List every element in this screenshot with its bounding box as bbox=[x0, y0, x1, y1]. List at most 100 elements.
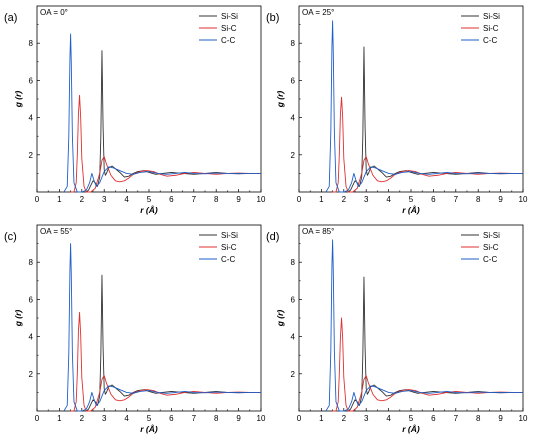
x-tick-label: 1 bbox=[57, 414, 62, 423]
x-tick-label: 10 bbox=[519, 195, 528, 204]
x-tick-label: 10 bbox=[257, 195, 266, 204]
legend-label: C-C bbox=[483, 36, 497, 45]
y-tick-label: 6 bbox=[291, 295, 296, 304]
legend-label: Si-Si bbox=[221, 231, 238, 240]
series-line-si-si bbox=[81, 274, 261, 412]
x-tick-label: 1 bbox=[319, 195, 324, 204]
y-axis-title: g (r) bbox=[275, 91, 285, 109]
x-tick-label: 5 bbox=[409, 414, 414, 423]
legend-label: Si-Si bbox=[483, 12, 500, 21]
y-axis-title: g (r) bbox=[275, 310, 285, 328]
legend: Si-Si Si-C C-C bbox=[199, 12, 238, 45]
x-tick-label: 8 bbox=[476, 414, 481, 423]
x-tick-label: 2 bbox=[80, 414, 85, 423]
orientation-angle-label: OA = 25° bbox=[302, 8, 334, 17]
x-tick-label: 3 bbox=[102, 195, 107, 204]
x-tick-label: 5 bbox=[409, 195, 414, 204]
series-line-c-c bbox=[325, 239, 523, 412]
legend-label: Si-C bbox=[221, 243, 237, 252]
y-tick-label: 4 bbox=[29, 114, 34, 123]
x-tick-label: 2 bbox=[342, 414, 347, 423]
y-tick-label: 2 bbox=[291, 370, 296, 379]
x-tick-label: 1 bbox=[319, 414, 324, 423]
panel-label: (b) bbox=[266, 12, 279, 24]
x-tick-label: 8 bbox=[214, 414, 219, 423]
series-line-c-c bbox=[63, 243, 261, 412]
y-tick-label: 6 bbox=[291, 76, 296, 85]
x-tick-label: 7 bbox=[454, 195, 459, 204]
y-tick-label: 8 bbox=[291, 39, 296, 48]
y-tick-label: 2 bbox=[29, 370, 34, 379]
panel-label: (d) bbox=[266, 231, 279, 243]
x-tick-label: 6 bbox=[169, 195, 174, 204]
y-axis-title: g (r) bbox=[13, 310, 23, 328]
x-tick-label: 8 bbox=[476, 195, 481, 204]
series-line-si-si bbox=[343, 46, 523, 193]
y-tick-label: 8 bbox=[291, 258, 296, 267]
panel-label: (c) bbox=[4, 231, 17, 243]
panel-label: (a) bbox=[4, 12, 17, 24]
x-tick-label: 5 bbox=[147, 414, 152, 423]
x-axis-title: r (Å) bbox=[402, 205, 420, 215]
x-tick-label: 0 bbox=[297, 414, 302, 423]
x-tick-label: 2 bbox=[80, 195, 85, 204]
legend-label: Si-C bbox=[483, 24, 499, 33]
x-axis-title: r (Å) bbox=[140, 205, 158, 215]
legend-label: Si-Si bbox=[483, 231, 500, 240]
x-tick-label: 4 bbox=[386, 195, 391, 204]
x-tick-label: 4 bbox=[386, 414, 391, 423]
x-tick-label: 0 bbox=[297, 195, 302, 204]
y-tick-label: 4 bbox=[291, 333, 296, 342]
x-tick-label: 3 bbox=[102, 414, 107, 423]
y-axis-title: g (r) bbox=[13, 91, 23, 109]
x-tick-label: 9 bbox=[236, 195, 241, 204]
legend-label: Si-C bbox=[483, 243, 499, 252]
x-tick-label: 3 bbox=[364, 195, 369, 204]
rdf-panel-1: 0 1 2 3 4 5 6 7 8 9 10 2 4 6 8 r (Å) g (r) (a) OA = 0° Si-S… bbox=[4, 5, 266, 215]
orientation-angle-label: OA = 85° bbox=[302, 227, 334, 236]
y-tick-label: 2 bbox=[29, 151, 34, 160]
legend: Si-Si Si-C C-C bbox=[461, 12, 500, 45]
rdf-panel-3: 0 1 2 3 4 5 6 7 8 9 10 2 4 6 8 r (Å) g (r) (c) OA = 55° Si-… bbox=[4, 224, 266, 434]
x-tick-label: 6 bbox=[431, 195, 436, 204]
series-line-si-c bbox=[70, 94, 261, 193]
y-tick-label: 8 bbox=[29, 258, 34, 267]
series-line-si-c bbox=[70, 311, 261, 412]
legend-label: C-C bbox=[221, 255, 235, 264]
y-tick-label: 8 bbox=[29, 39, 34, 48]
x-tick-label: 0 bbox=[35, 414, 40, 423]
x-tick-label: 2 bbox=[342, 195, 347, 204]
legend-label: C-C bbox=[483, 255, 497, 264]
x-axis-title: r (Å) bbox=[140, 424, 158, 434]
series-line-c-c bbox=[325, 20, 523, 193]
y-tick-label: 6 bbox=[29, 76, 34, 85]
series-line-si-si bbox=[343, 276, 523, 412]
legend: Si-Si Si-C C-C bbox=[199, 231, 238, 264]
x-tick-label: 4 bbox=[124, 195, 129, 204]
x-tick-label: 9 bbox=[498, 195, 503, 204]
legend: Si-Si Si-C C-C bbox=[461, 231, 500, 264]
x-tick-label: 7 bbox=[192, 414, 197, 423]
x-tick-label: 7 bbox=[454, 414, 459, 423]
x-tick-label: 10 bbox=[519, 414, 528, 423]
x-axis-title: r (Å) bbox=[402, 424, 420, 434]
orientation-angle-label: OA = 0° bbox=[40, 8, 68, 17]
x-tick-label: 3 bbox=[364, 414, 369, 423]
x-tick-label: 6 bbox=[169, 414, 174, 423]
x-tick-label: 10 bbox=[257, 414, 266, 423]
x-tick-label: 9 bbox=[236, 414, 241, 423]
x-tick-label: 4 bbox=[124, 414, 129, 423]
legend-label: C-C bbox=[221, 36, 235, 45]
x-tick-label: 5 bbox=[147, 195, 152, 204]
series-line-si-c bbox=[332, 96, 523, 193]
x-tick-label: 8 bbox=[214, 195, 219, 204]
legend-label: Si-Si bbox=[221, 12, 238, 21]
y-tick-label: 4 bbox=[29, 333, 34, 342]
y-tick-label: 4 bbox=[291, 114, 296, 123]
rdf-panel-2: 0 1 2 3 4 5 6 7 8 9 10 2 4 6 8 r (Å) g (r) (b) OA = 25° Si-… bbox=[266, 5, 528, 215]
series-line-si-c bbox=[332, 317, 523, 412]
x-tick-label: 7 bbox=[192, 195, 197, 204]
series-line-c-c bbox=[63, 33, 261, 193]
y-tick-label: 6 bbox=[29, 295, 34, 304]
